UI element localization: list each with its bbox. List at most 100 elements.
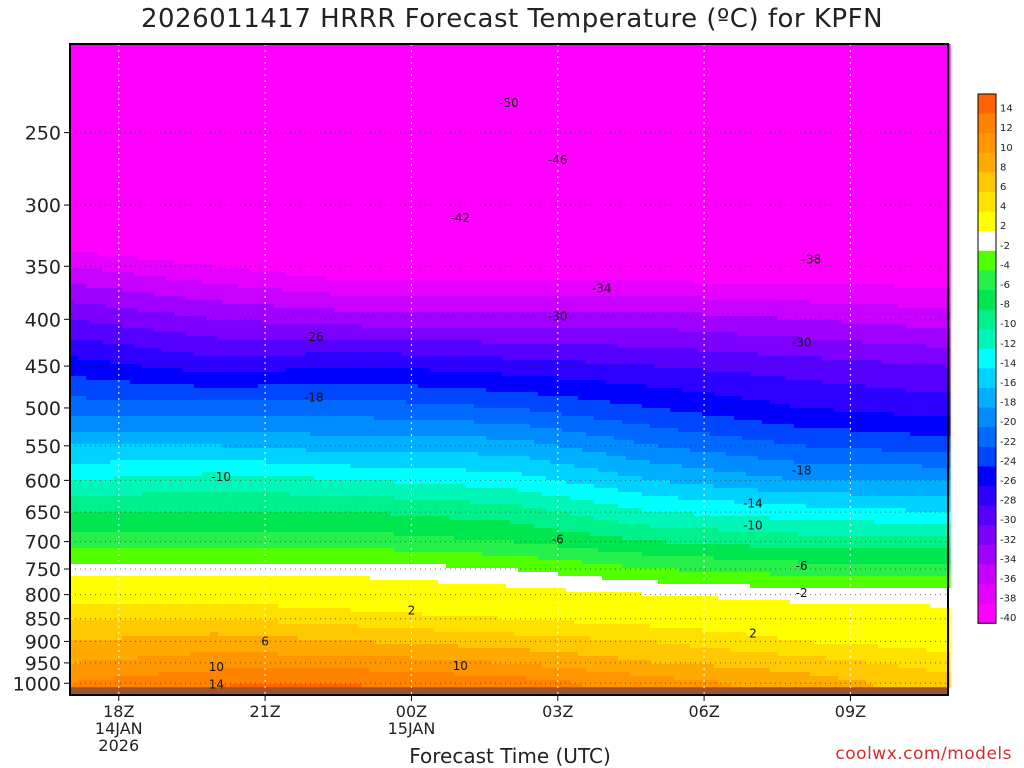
colorbar-swatch bbox=[978, 427, 996, 448]
contour-label: -10 bbox=[211, 470, 231, 484]
colorbar-tick-label: -38 bbox=[1000, 594, 1016, 605]
y-tick-label: 500 bbox=[25, 398, 61, 420]
colorbar-swatch bbox=[978, 544, 996, 565]
contour-label: -38 bbox=[802, 252, 822, 266]
contour-label: -34 bbox=[592, 281, 612, 295]
colorbar-swatch bbox=[978, 466, 996, 487]
colorbar-swatch bbox=[978, 309, 996, 330]
x-tick-label: 21Z bbox=[249, 702, 280, 721]
y-tick-label: 300 bbox=[25, 195, 61, 217]
contour-label: -46 bbox=[548, 153, 568, 167]
colorbar-swatch bbox=[978, 388, 996, 409]
x-axis-label: Forecast Time (UTC) bbox=[409, 744, 611, 768]
y-tick-label: 400 bbox=[25, 309, 61, 331]
colorbar-swatch bbox=[978, 348, 996, 369]
colorbar-tick-label: -10 bbox=[1000, 319, 1016, 330]
colorbar-swatch bbox=[978, 368, 996, 389]
grid-lines bbox=[70, 44, 948, 695]
y-tick-label: 1000 bbox=[13, 673, 61, 695]
colorbar-swatch bbox=[978, 525, 996, 546]
colorbar-tick-label: -18 bbox=[1000, 398, 1016, 409]
colorbar-tick-label: -14 bbox=[1000, 358, 1016, 369]
colorbar-swatch bbox=[978, 172, 996, 193]
colorbar-tick-label: -32 bbox=[1000, 535, 1016, 546]
contour-label: -2 bbox=[796, 586, 808, 600]
contour-label: -6 bbox=[796, 559, 808, 573]
contour-labels: -50-46-42-38-34-30-30-26-18-18-10-14-10-… bbox=[209, 96, 822, 691]
colorbar-tick-label: -16 bbox=[1000, 378, 1016, 389]
colorbar-swatch bbox=[978, 94, 996, 115]
contour-label: -6 bbox=[552, 532, 564, 546]
colorbar-swatch bbox=[978, 603, 996, 624]
colorbar-swatch bbox=[978, 486, 996, 507]
y-tick-label: 650 bbox=[25, 502, 61, 524]
colorbar-swatch bbox=[978, 211, 996, 232]
colorbar-swatch bbox=[978, 290, 996, 311]
contour-label: -10 bbox=[743, 518, 763, 532]
colorbar-tick-label: -8 bbox=[1000, 300, 1010, 311]
colorbar-swatch bbox=[978, 133, 996, 154]
colorbar-swatch bbox=[978, 231, 996, 252]
x-tick-label: 2026 bbox=[98, 736, 139, 755]
colorbar-tick-label: 14 bbox=[1000, 104, 1013, 115]
colorbar-swatch bbox=[978, 446, 996, 467]
colorbar-tick-label: -2 bbox=[1000, 241, 1010, 252]
contour-label: -26 bbox=[304, 330, 324, 344]
colorbar-tick-label: -6 bbox=[1000, 280, 1010, 291]
y-tick-label: 550 bbox=[25, 436, 61, 458]
colorbar-tick-label: -36 bbox=[1000, 574, 1016, 585]
contour-label: 14 bbox=[209, 677, 224, 691]
x-tick-label: 15JAN bbox=[388, 719, 436, 738]
colorbar-tick-label: 2 bbox=[1000, 221, 1006, 232]
x-tick-label: 09Z bbox=[835, 702, 866, 721]
x-tick-label: 18Z bbox=[103, 702, 134, 721]
colorbar-tick-label: -40 bbox=[1000, 613, 1016, 624]
contour-label: 2 bbox=[749, 626, 757, 640]
colorbar-tick-label: 8 bbox=[1000, 162, 1006, 173]
plot-frame bbox=[69, 43, 949, 696]
chart-title: 2026011417 HRRR Forecast Temperature (ºC… bbox=[140, 4, 884, 34]
colorbar-tick-label: -22 bbox=[1000, 437, 1016, 448]
colorbar-tick-label: -28 bbox=[1000, 496, 1016, 507]
y-tick-label: 700 bbox=[25, 532, 61, 554]
colorbar-tick-label: 4 bbox=[1000, 202, 1006, 213]
colorbar-swatch bbox=[978, 113, 996, 134]
y-tick-label: 250 bbox=[25, 123, 61, 145]
colorbar-tick-label: -30 bbox=[1000, 515, 1016, 526]
contour-label: -30 bbox=[548, 309, 568, 323]
contour-label: -50 bbox=[499, 96, 519, 110]
colorbar-swatch bbox=[978, 192, 996, 213]
y-tick-label: 450 bbox=[25, 356, 61, 378]
contour-label: -14 bbox=[743, 497, 763, 511]
colorbar-tick-label: -20 bbox=[1000, 417, 1016, 428]
contour-label: -18 bbox=[792, 463, 812, 477]
colorbar-swatch bbox=[978, 584, 996, 605]
x-tick-label: 14JAN bbox=[95, 719, 143, 738]
colorbar-tick-label: -34 bbox=[1000, 554, 1016, 565]
x-tick-label: 06Z bbox=[688, 702, 719, 721]
x-tick-label: 03Z bbox=[542, 702, 573, 721]
y-tick-label: 800 bbox=[25, 585, 61, 607]
colorbar-swatch bbox=[978, 152, 996, 173]
colorbar-swatch bbox=[978, 505, 996, 526]
temperature-field bbox=[70, 44, 951, 688]
contour-label: 10 bbox=[209, 660, 224, 674]
ground-surface bbox=[70, 687, 948, 695]
colorbar-frame bbox=[977, 93, 997, 624]
colorbar-swatch bbox=[978, 407, 996, 428]
contour-label: -30 bbox=[792, 335, 812, 349]
colorbar-tick-label: 12 bbox=[1000, 123, 1013, 134]
y-tick-label: 900 bbox=[25, 631, 61, 653]
colorbar-tick-label: 10 bbox=[1000, 143, 1013, 154]
contour-label: 10 bbox=[453, 659, 468, 673]
y-tick-label: 950 bbox=[25, 653, 61, 675]
colorbar-tick-label: 6 bbox=[1000, 182, 1006, 193]
colorbar-tick-label: -24 bbox=[1000, 456, 1016, 467]
colorbar-swatch bbox=[978, 270, 996, 291]
colorbar: 14 12 10 8 6 4 2 -2 -4 -6 -8 -10 -12 -14 -16 -18 -20 -22 -… bbox=[977, 93, 1016, 624]
colorbar-tick-label: -26 bbox=[1000, 476, 1016, 487]
source-credit: coolwx.com/models bbox=[835, 744, 1012, 764]
contour-label: 6 bbox=[261, 634, 269, 648]
